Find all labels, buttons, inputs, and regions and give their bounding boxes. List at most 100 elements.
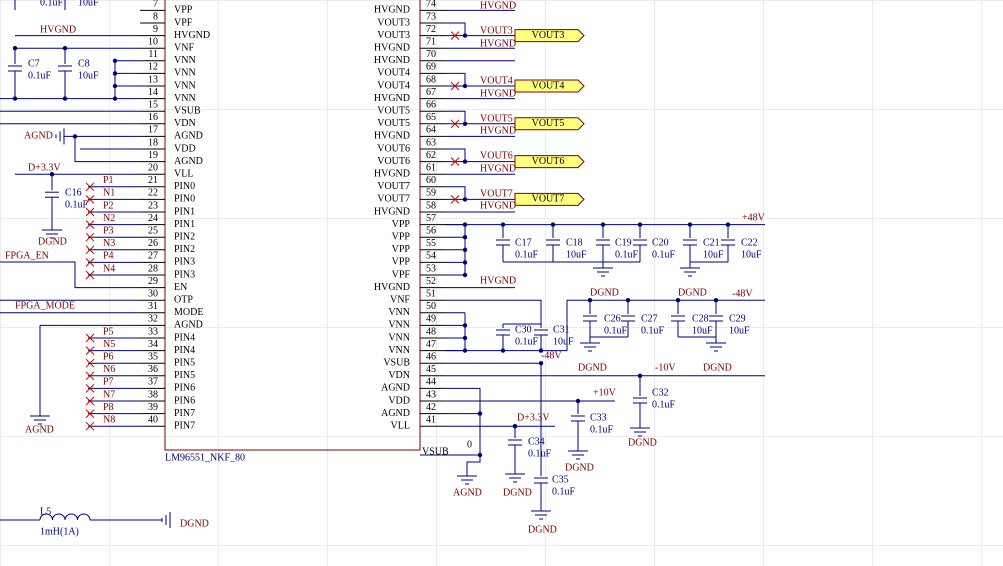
pin-number: 36 xyxy=(148,364,158,375)
pin-name: AGND xyxy=(381,408,410,419)
pin-name: HVGND xyxy=(374,55,410,66)
pin-name: HVGND xyxy=(174,30,210,41)
pin-name: VDN xyxy=(174,118,196,129)
pin-name: VPP xyxy=(174,5,193,16)
pin-name: MODE xyxy=(174,307,203,318)
net-label: HVGND xyxy=(480,0,516,11)
net-label: VOUT6 xyxy=(480,150,513,161)
test-point-label: N3 xyxy=(103,238,115,249)
pin-number: 39 xyxy=(148,402,158,413)
cap-ref: C30 xyxy=(515,324,532,335)
net-label: FPGA_MODE xyxy=(15,300,75,311)
pin-number: 60 xyxy=(426,175,436,186)
pin-name: PIN2 xyxy=(174,231,195,242)
test-point-label: N7 xyxy=(103,389,115,400)
pin-name: VPP xyxy=(392,231,411,242)
pin-name: PIN4 xyxy=(174,345,195,356)
net-label: DGND xyxy=(703,362,732,373)
net-label: DGND xyxy=(628,437,657,448)
cap-value: 0.1uF xyxy=(515,336,539,347)
pin-number: 33 xyxy=(148,326,158,337)
pin-number: 34 xyxy=(148,339,158,350)
pin-number: 40 xyxy=(148,414,158,425)
pin-number: 24 xyxy=(148,213,158,224)
test-point-label: P3 xyxy=(103,225,114,236)
cap-value: 0.1uF xyxy=(604,325,628,336)
cap-ref: C32 xyxy=(652,387,669,398)
pin-number: 38 xyxy=(148,389,158,400)
pin-number: 51 xyxy=(426,288,436,299)
net-label: HVGND xyxy=(480,163,516,174)
net-label: DGND xyxy=(503,487,532,498)
test-point-label: P5 xyxy=(103,326,114,337)
cap-ref: C27 xyxy=(641,313,658,324)
test-point-label: P4 xyxy=(103,251,114,262)
pin-name: VPF xyxy=(174,17,193,28)
net-label: AGND xyxy=(25,424,54,435)
cap-ref: C18 xyxy=(566,237,583,248)
pin-name: PIN3 xyxy=(174,257,195,268)
net-label: VSUB xyxy=(422,446,449,457)
pin-number: 21 xyxy=(148,175,158,186)
pin-name: VOUT5 xyxy=(377,105,410,116)
net-label: HVGND xyxy=(480,88,516,99)
pin-name: OTP xyxy=(174,294,193,305)
output-port-label: VOUT6 xyxy=(532,156,565,167)
pin-number: 23 xyxy=(148,200,158,211)
pin-number: 27 xyxy=(148,251,158,262)
pin-name: VNN xyxy=(388,345,410,356)
test-point-label: P8 xyxy=(103,402,114,413)
pin-number: 45 xyxy=(426,364,436,375)
wire xyxy=(445,23,465,36)
pin-number: 67 xyxy=(426,87,436,98)
pin-number: 26 xyxy=(148,238,158,249)
cap-value: 0.1uF xyxy=(615,249,639,260)
cap-value: 10uF xyxy=(566,249,587,260)
cap-ref: C8 xyxy=(78,58,90,69)
test-point-label: P2 xyxy=(103,200,114,211)
cap-ref: C19 xyxy=(615,237,632,248)
net-label: HVGND xyxy=(480,200,516,211)
net-label: D+3.3V xyxy=(28,162,61,173)
net-label: -10V xyxy=(655,362,676,373)
pin-name: PIN6 xyxy=(174,383,195,394)
pin-name: VOUT3 xyxy=(377,17,410,28)
pin-name: PIN7 xyxy=(174,408,195,419)
pin-number: 72 xyxy=(426,24,436,35)
pin-number: 15 xyxy=(148,99,158,110)
pin-name: VOUT3 xyxy=(377,30,410,41)
test-point-label: N2 xyxy=(103,213,115,224)
pin-number: 71 xyxy=(426,36,436,47)
cap-value: 0.1uF xyxy=(641,325,665,336)
pin-number: 25 xyxy=(148,225,158,236)
pin-number: 7 xyxy=(153,0,158,10)
net-label: HVGND xyxy=(480,125,516,136)
junction xyxy=(478,453,482,457)
pin-number: 54 xyxy=(426,251,436,262)
pin-number: 74 xyxy=(426,0,436,10)
pin-number: 42 xyxy=(426,402,436,413)
wire xyxy=(445,149,465,162)
net-label: HVGND xyxy=(480,275,516,286)
pin-name: PIN7 xyxy=(174,420,195,431)
cap-value: 10uF xyxy=(78,70,99,81)
net-label: D+3.3V xyxy=(517,412,550,423)
net-label: VOUT3 xyxy=(480,25,513,36)
inductor-ref: L5 xyxy=(40,506,51,517)
pin-name: AGND xyxy=(174,131,203,142)
pin-number: 13 xyxy=(148,74,158,85)
pin-name: PIN0 xyxy=(174,194,195,205)
net-label: AGND xyxy=(24,130,53,141)
pin-number: 53 xyxy=(426,263,436,274)
pin-number: 57 xyxy=(426,213,436,224)
pin-number: 49 xyxy=(426,314,436,325)
pin-name: PIN2 xyxy=(174,244,195,255)
cap-value: 10uF xyxy=(78,0,99,8)
pin-name: PIN0 xyxy=(174,181,195,192)
junction xyxy=(13,46,17,50)
pin-name: VNN xyxy=(174,80,196,91)
pin-number: 37 xyxy=(148,377,158,388)
pin-number: 44 xyxy=(426,377,436,388)
pin-number: 73 xyxy=(426,11,436,22)
